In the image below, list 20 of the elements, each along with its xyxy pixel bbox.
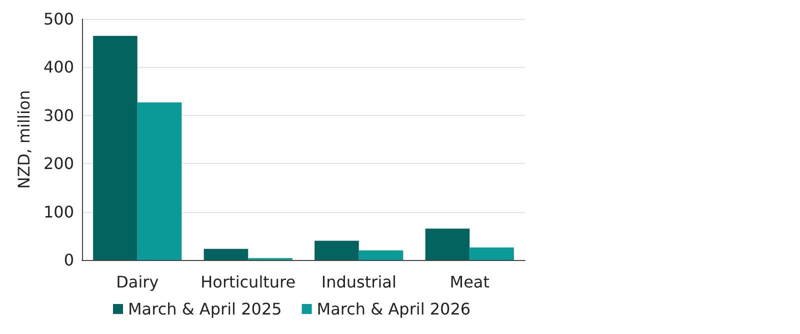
y-axis-title: NZD, million — [14, 90, 34, 189]
bar — [470, 247, 514, 260]
legend-label: March & April 2025 — [128, 300, 282, 318]
bar — [93, 36, 138, 260]
y-tick-label: 500 — [43, 10, 74, 28]
x-tick-label: Meat — [450, 272, 490, 292]
bar — [137, 102, 182, 260]
y-tick-label: 300 — [43, 106, 74, 125]
legend-label: March & April 2026 — [316, 300, 471, 318]
y-tick-label: 100 — [43, 202, 74, 222]
y-tick-label: 200 — [43, 154, 74, 174]
y-tick-label: 400 — [43, 58, 74, 77]
bar — [204, 248, 248, 260]
x-tick-label: Industrial — [321, 272, 396, 292]
x-tick-label: Dairy — [116, 272, 159, 292]
bar — [425, 228, 470, 260]
y-tick-label: 0 — [64, 250, 74, 270]
x-tick-label: Horticulture — [200, 272, 296, 292]
bar — [358, 250, 404, 260]
bar — [314, 240, 359, 260]
